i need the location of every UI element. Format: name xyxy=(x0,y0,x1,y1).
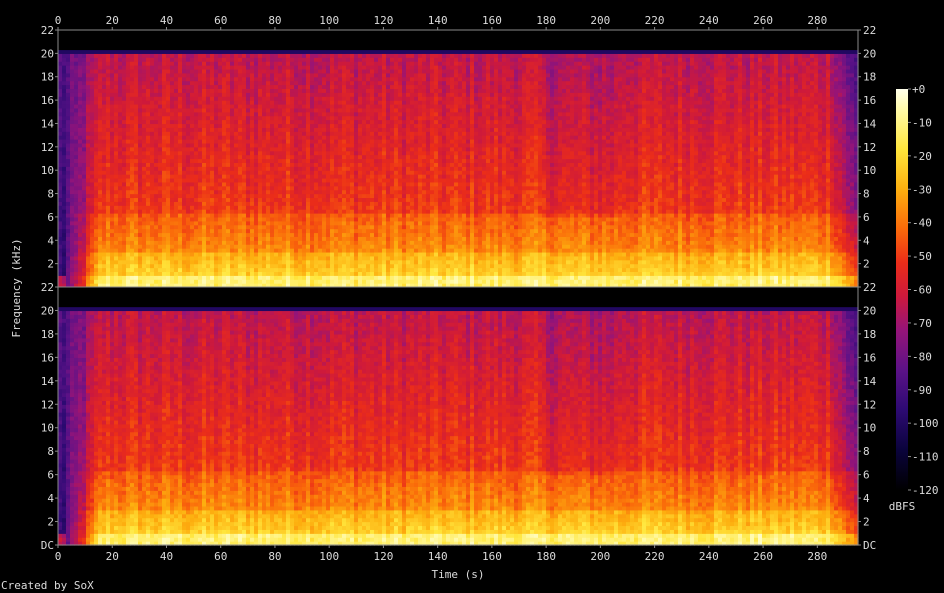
colorbar-tick-label: -80 xyxy=(912,350,932,363)
y-tick-label: 8 xyxy=(47,188,54,201)
y-tick-label: 12 xyxy=(863,141,876,154)
x-tick-label: 260 xyxy=(753,550,773,563)
y-tick-label: 2 xyxy=(863,516,870,529)
x-tick-label: 100 xyxy=(319,550,339,563)
spectrogram-channel-2 xyxy=(58,287,859,546)
x-axis-label: Time (s) xyxy=(432,568,485,581)
y-tick-label: 16 xyxy=(41,351,54,364)
x-tick-label: 200 xyxy=(590,14,610,27)
x-tick-label: 140 xyxy=(428,550,448,563)
colorbar xyxy=(896,89,908,490)
y-tick-label: 14 xyxy=(41,117,55,130)
colorbar-tick-label: -70 xyxy=(912,317,932,330)
y-tick-label: DC xyxy=(863,539,876,552)
colorbar-tick-label: -10 xyxy=(912,116,932,129)
y-axis-label: Frequency (kHz) xyxy=(10,238,23,337)
y-tick-label: 10 xyxy=(41,164,54,177)
x-tick-label: 0 xyxy=(55,550,62,563)
y-tick-label: DC xyxy=(41,539,54,552)
y-tick-label: 18 xyxy=(863,71,876,84)
y-tick-label: 16 xyxy=(863,94,876,107)
y-tick-label: 4 xyxy=(863,492,870,505)
y-tick-label: 12 xyxy=(863,398,876,411)
x-tick-label: 240 xyxy=(699,14,719,27)
y-tick-label: 18 xyxy=(41,71,54,84)
y-tick-label: 22 xyxy=(863,281,876,294)
colorbar-tick-label: +0 xyxy=(912,83,925,96)
colorbar-tick-label: -20 xyxy=(912,150,932,163)
y-tick-label: 14 xyxy=(863,117,877,130)
x-tick-label: 200 xyxy=(590,550,610,563)
y-tick-label: 10 xyxy=(41,422,54,435)
x-tick-label: 100 xyxy=(319,14,339,27)
x-tick-label: 20 xyxy=(106,14,119,27)
colorbar-tick-label: -50 xyxy=(912,250,932,263)
x-tick-label: 40 xyxy=(160,14,173,27)
x-tick-label: 40 xyxy=(160,550,173,563)
y-tick-label: 6 xyxy=(47,469,54,482)
y-tick-label: 10 xyxy=(863,422,876,435)
y-tick-label: 12 xyxy=(41,141,54,154)
x-tick-label: 280 xyxy=(807,14,827,27)
x-tick-label: 60 xyxy=(214,550,227,563)
y-tick-label: 14 xyxy=(41,375,55,388)
y-tick-label: 14 xyxy=(863,375,877,388)
colorbar-tick-label: -90 xyxy=(912,384,932,397)
y-tick-label: 22 xyxy=(41,24,54,37)
x-tick-label: 120 xyxy=(373,14,393,27)
y-tick-label: 4 xyxy=(47,492,54,505)
y-tick-label: 18 xyxy=(41,328,54,341)
y-tick-label: 20 xyxy=(863,304,876,317)
y-tick-label: 2 xyxy=(47,258,54,271)
x-tick-label: 160 xyxy=(482,14,502,27)
colorbar-tick-label: -110 xyxy=(912,451,939,464)
credit-text: Created by SoX xyxy=(1,579,94,592)
y-tick-label: 18 xyxy=(863,328,876,341)
y-tick-label: 20 xyxy=(41,304,54,317)
colorbar-tick-label: -100 xyxy=(912,417,939,430)
y-tick-label: 12 xyxy=(41,398,54,411)
x-tick-label: 160 xyxy=(482,550,502,563)
x-tick-label: 20 xyxy=(106,550,119,563)
x-tick-label: 120 xyxy=(373,550,393,563)
y-tick-label: 10 xyxy=(863,164,876,177)
x-tick-label: 240 xyxy=(699,550,719,563)
colorbar-tick-label: -120 xyxy=(912,484,939,497)
colorbar-tick-label: -60 xyxy=(912,284,932,297)
y-tick-label: 8 xyxy=(863,445,870,458)
x-tick-label: 80 xyxy=(268,550,281,563)
x-tick-label: 140 xyxy=(428,14,448,27)
colorbar-tick-label: -40 xyxy=(912,217,932,230)
x-tick-label: 60 xyxy=(214,14,227,27)
y-tick-label: 16 xyxy=(863,351,876,364)
y-tick-label: 22 xyxy=(41,281,54,294)
y-tick-label: 16 xyxy=(41,94,54,107)
y-tick-label: 6 xyxy=(863,469,870,482)
x-tick-label: 220 xyxy=(645,14,665,27)
colorbar-tick-label: -30 xyxy=(912,183,932,196)
y-tick-label: 8 xyxy=(863,188,870,201)
x-tick-label: 260 xyxy=(753,14,773,27)
x-tick-label: 180 xyxy=(536,550,556,563)
y-tick-label: 4 xyxy=(863,234,870,247)
y-tick-label: 22 xyxy=(863,24,876,37)
spectrogram-channel-1 xyxy=(58,30,859,288)
x-tick-label: 180 xyxy=(536,14,556,27)
y-tick-label: 20 xyxy=(863,47,876,60)
y-tick-label: 2 xyxy=(47,516,54,529)
y-tick-label: 2 xyxy=(863,258,870,271)
x-tick-label: 0 xyxy=(55,14,62,27)
colorbar-label: dBFS xyxy=(889,500,916,513)
y-tick-label: 20 xyxy=(41,47,54,60)
x-tick-label: 280 xyxy=(807,550,827,563)
y-tick-label: 4 xyxy=(47,234,54,247)
y-tick-label: 8 xyxy=(47,445,54,458)
x-tick-label: 80 xyxy=(268,14,281,27)
y-tick-label: 6 xyxy=(863,211,870,224)
y-tick-label: 6 xyxy=(47,211,54,224)
x-tick-label: 220 xyxy=(645,550,665,563)
